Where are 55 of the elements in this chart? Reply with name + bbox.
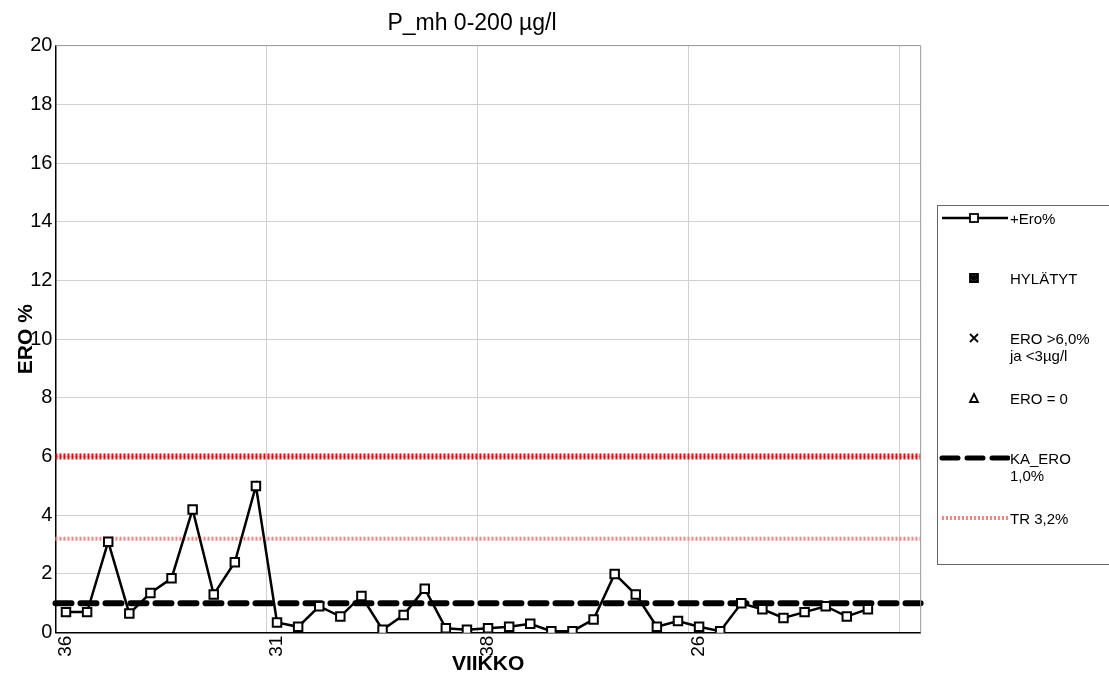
y-tick-label: 0	[41, 620, 53, 643]
x-tick-label: 26	[687, 635, 709, 657]
y-tick-label: 2	[41, 561, 53, 584]
y-tick-label: 12	[30, 267, 53, 290]
point	[588, 614, 599, 625]
legend-label: HYLÄTYT	[1010, 270, 1079, 287]
point	[187, 504, 198, 515]
point	[841, 611, 853, 622]
point	[335, 611, 346, 622]
y-tick-label: 6	[41, 444, 53, 467]
y-tick-label: 20	[30, 33, 53, 56]
point	[651, 621, 663, 633]
point	[693, 621, 705, 633]
point	[377, 624, 388, 633]
point	[799, 606, 810, 618]
y-tick-label: 14	[30, 209, 53, 232]
point	[503, 621, 515, 633]
point	[820, 601, 831, 612]
point	[461, 624, 473, 633]
point	[525, 618, 536, 630]
legend-label: ERO = 0	[1010, 390, 1069, 407]
point	[440, 623, 452, 633]
point	[81, 606, 93, 618]
point	[166, 573, 177, 584]
x-tick-label: 38	[476, 635, 498, 657]
y-tick-label: 8	[41, 385, 53, 408]
point	[102, 536, 114, 547]
point	[271, 617, 283, 628]
y-tick-label: 16	[30, 150, 53, 173]
point	[60, 606, 72, 618]
point	[313, 601, 325, 612]
point	[398, 609, 409, 621]
legend-label: +Ero%	[1010, 210, 1057, 227]
point	[609, 568, 620, 580]
point	[356, 590, 367, 602]
point	[145, 587, 156, 599]
point	[672, 615, 684, 627]
point	[208, 589, 219, 600]
point	[124, 608, 135, 619]
legend-label: KA_ERO 1,0%	[1010, 450, 1072, 484]
y-tick-label: 4	[41, 502, 53, 525]
y-tick-label: 18	[30, 91, 53, 114]
point	[419, 583, 430, 594]
x-tick-label: 36	[54, 635, 76, 657]
point	[482, 623, 494, 633]
legend-label: TR 3,2%	[1010, 510, 1070, 527]
point	[250, 480, 262, 492]
x-tick-label: 31	[265, 635, 287, 657]
point	[292, 621, 304, 633]
point	[630, 589, 642, 600]
point	[778, 612, 789, 624]
chart-title: P_mh 0-200 µg/l	[387, 9, 557, 36]
point	[229, 556, 241, 568]
point	[736, 598, 747, 609]
legend-label: ERO >6,0% ja <3µg/l	[1010, 330, 1091, 364]
